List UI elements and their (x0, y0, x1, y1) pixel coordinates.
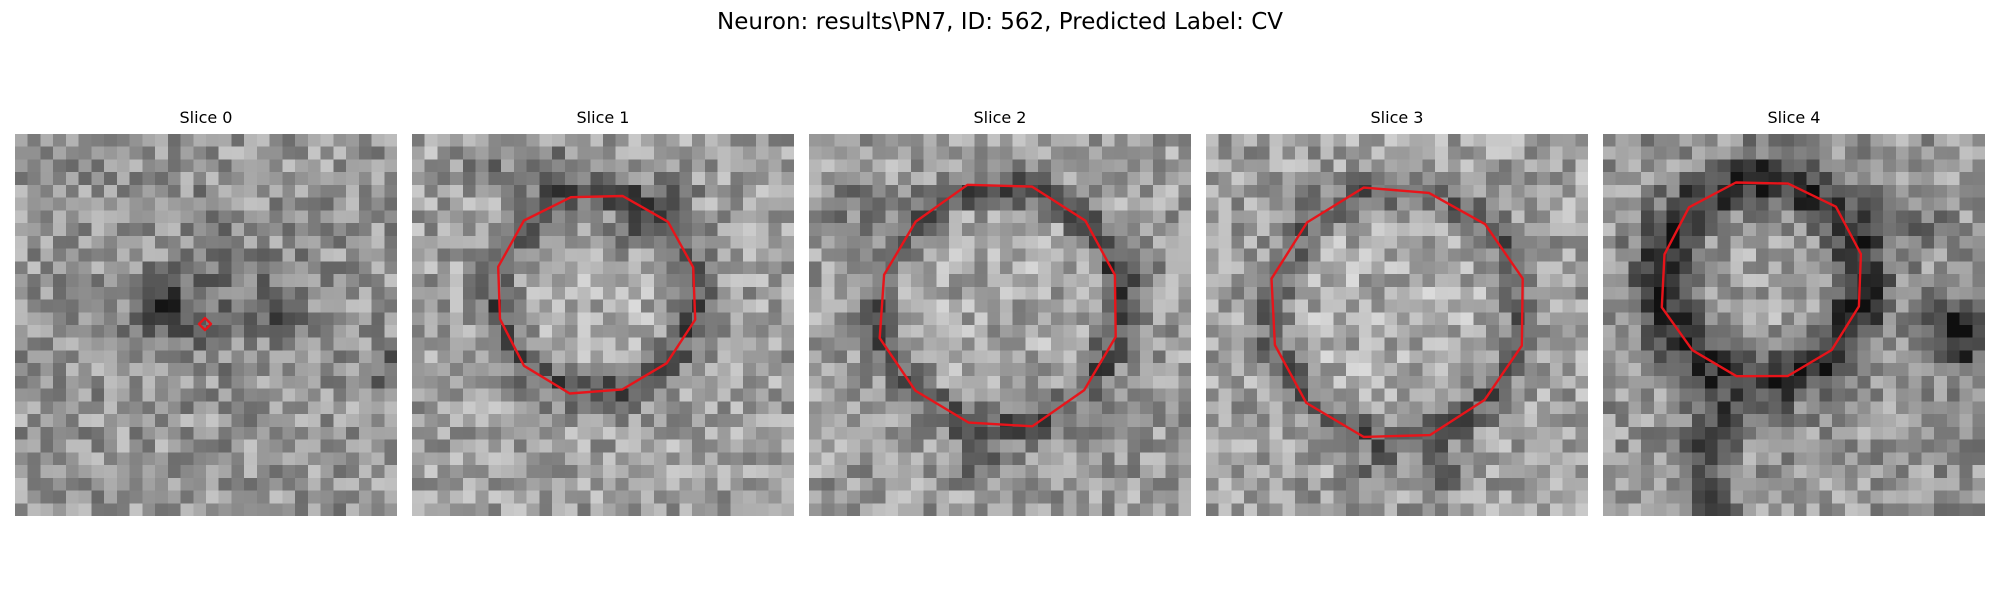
segmentation-contour (878, 183, 1117, 428)
slice-panel-0: Slice 0 (15, 108, 397, 518)
figure-title: Neuron: results\PN7, ID: 562, Predicted … (717, 9, 1283, 35)
slice-title: Slice 4 (1767, 108, 1821, 127)
slice-panel-2: Slice 2 (809, 108, 1191, 518)
slice-title: Slice 0 (179, 108, 233, 127)
slice-panel-3: Slice 3 (1206, 108, 1588, 518)
segmentation-contour (1270, 186, 1524, 439)
slice-title: Slice 2 (973, 108, 1027, 127)
grayscale-slice-image (412, 134, 794, 516)
grayscale-slice-image (809, 134, 1191, 516)
grayscale-slice-image (1206, 134, 1588, 516)
slice-panel-1: Slice 1 (412, 108, 794, 518)
grayscale-slice-image (1603, 134, 1985, 516)
slice-panel-4: Slice 4 (1603, 108, 1985, 518)
grayscale-slice-image (15, 134, 397, 516)
segmentation-contour (1660, 181, 1863, 378)
slice-title: Slice 3 (1370, 108, 1424, 127)
slice-title: Slice 1 (576, 108, 630, 127)
segmentation-contour (197, 316, 213, 332)
segmentation-contour (496, 194, 697, 395)
